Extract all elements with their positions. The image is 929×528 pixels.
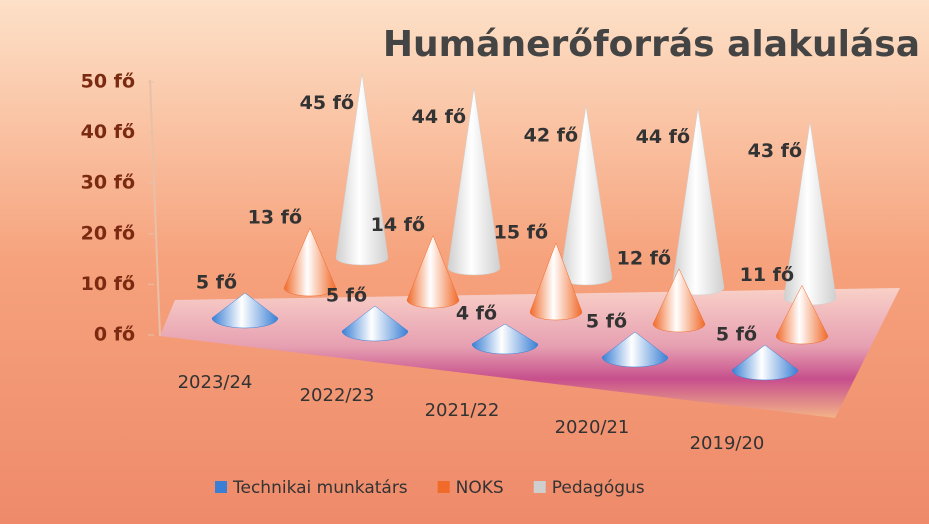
x-tick-label: 2023/24 — [178, 372, 253, 393]
y-tick-label: 20 fő — [81, 222, 135, 244]
y-tick-label: 50 fő — [81, 71, 135, 93]
cone — [447, 87, 501, 276]
value-label: 15 fő — [494, 222, 548, 244]
value-label: 44 fő — [412, 106, 466, 128]
y-tick-label: 40 fő — [81, 121, 135, 143]
value-label: 14 fő — [371, 214, 425, 236]
y-tick-label: 10 fő — [81, 273, 135, 295]
legend-marker — [215, 481, 227, 493]
cone — [211, 292, 279, 329]
y-tick-label: 0 fő — [94, 324, 135, 346]
value-label: 12 fő — [617, 247, 671, 269]
x-tick-label: 2019/20 — [690, 433, 765, 454]
cone — [731, 344, 799, 381]
cone — [471, 323, 539, 355]
value-label: 5 fő — [716, 324, 757, 346]
value-label: 5 fő — [326, 285, 367, 307]
legend-label: Technikai munkatárs — [232, 478, 408, 498]
floor — [160, 288, 900, 418]
value-label: 4 fő — [456, 303, 497, 325]
y-tick-label: 30 fő — [81, 172, 135, 194]
value-label: 5 fő — [196, 272, 237, 294]
value-label: 42 fő — [524, 124, 578, 146]
cone — [283, 227, 337, 297]
value-label: 5 fő — [586, 311, 627, 333]
value-label: 11 fő — [740, 264, 794, 286]
x-tick-label: 2020/21 — [555, 417, 630, 438]
chart-title: Humánerőforrás alakulása — [383, 24, 920, 65]
cone — [529, 242, 583, 321]
legend-label: NOKS — [456, 478, 504, 498]
value-label: 45 fő — [300, 92, 354, 114]
cone — [601, 331, 669, 368]
x-tick-label: 2022/23 — [300, 385, 375, 406]
cone — [406, 234, 460, 309]
y-axis — [149, 79, 161, 337]
value-label: 44 fő — [636, 126, 690, 148]
value-label: 43 fő — [748, 140, 802, 162]
cone — [652, 268, 706, 333]
legend-marker — [533, 481, 546, 493]
cone — [341, 305, 409, 342]
cone — [335, 73, 389, 266]
x-tick-label: 2021/22 — [425, 400, 500, 421]
legend-label: Pedagógus — [552, 478, 645, 498]
legend-marker — [437, 481, 450, 493]
cone — [775, 284, 829, 345]
value-label: 13 fő — [248, 207, 302, 229]
